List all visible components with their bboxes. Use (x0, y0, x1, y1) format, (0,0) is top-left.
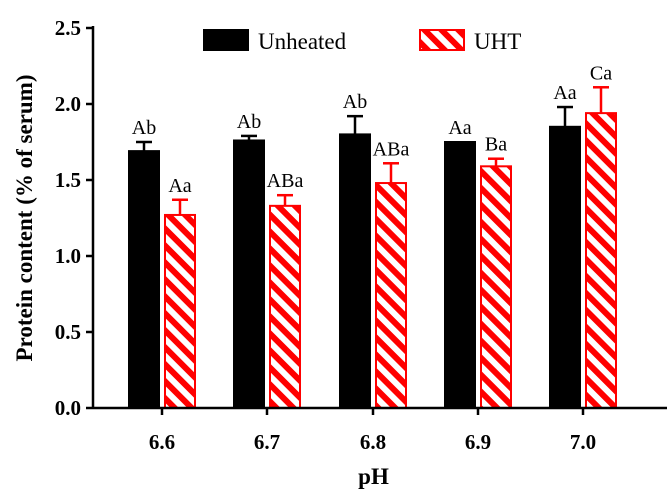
axes-layer: 0.0 0.5 1.0 1.5 2.0 2.5 6.6 6.7 6.8 6.9 7.0 pH Prote… (12, 16, 667, 489)
y-tick-label: 1.0 (55, 244, 81, 268)
significance-label: Aa (448, 117, 471, 139)
bar-uht-6.8 (375, 182, 407, 409)
significance-label: Ab (343, 91, 367, 113)
y-tick-label: 2.0 (55, 92, 81, 116)
legend-swatch-unheated (203, 29, 249, 51)
significance-label: Aa (168, 175, 191, 197)
legend-label-uht: UHT (474, 29, 521, 54)
bar-unheated-6.8 (339, 133, 371, 409)
x-axis-title: pH (358, 464, 389, 489)
legend: Unheated UHT (203, 29, 521, 54)
x-tick-label: 6.7 (254, 430, 280, 454)
bars-layer: Ab Ab Ab Aa Aa Aa ABa ABa Ba Ca (128, 62, 617, 410)
x-tick-label: 7.0 (570, 430, 596, 454)
y-tick-label: 1.5 (55, 168, 81, 192)
legend-swatch-uht (419, 29, 465, 51)
x-tick-label: 6.6 (149, 430, 175, 454)
legend-label-unheated: Unheated (258, 29, 347, 54)
bar-uht-6.9 (480, 165, 512, 409)
bar-uht-6.6 (164, 213, 196, 409)
y-tick-label: 0.5 (55, 320, 81, 344)
bar-uht-6.7 (269, 204, 301, 409)
x-tick-label: 6.8 (360, 430, 386, 454)
y-axis-title: Protein content (% of serum) (12, 74, 37, 361)
bar-uht-7.0 (585, 112, 617, 410)
y-tick-label: 2.5 (55, 16, 81, 40)
bar-unheated-6.7 (233, 139, 265, 409)
x-tick-label: 6.9 (465, 430, 491, 454)
y-tick-label: 0.0 (55, 396, 81, 420)
significance-label: Ab (237, 111, 261, 133)
significance-label: Ca (590, 62, 612, 84)
bar-unheated-7.0 (549, 125, 581, 410)
bar-unheated-6.9 (444, 141, 476, 409)
significance-label: Ba (485, 134, 507, 156)
significance-label: Aa (553, 82, 576, 104)
significance-label: ABa (267, 170, 304, 192)
significance-label: ABa (373, 138, 410, 160)
bar-unheated-6.6 (128, 150, 160, 409)
significance-label: Ab (132, 117, 156, 139)
